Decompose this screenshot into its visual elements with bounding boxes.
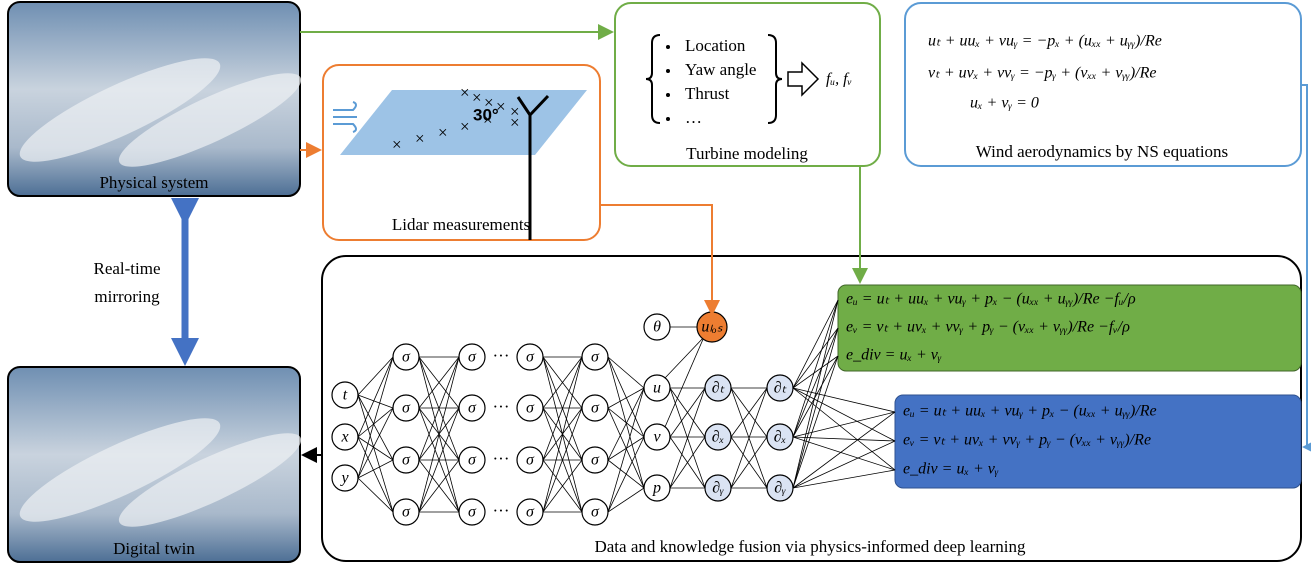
node-label: t (343, 387, 348, 404)
item: Thrust (685, 84, 730, 103)
bullet (666, 69, 670, 73)
connection (608, 357, 644, 437)
node-label: ∂ᵧ (774, 480, 786, 497)
node-label: σ (468, 400, 477, 417)
equation: eᵥ = vₜ + uvₓ + vvᵧ + pᵧ − (vₓₓ + vᵧᵧ)/R… (903, 432, 1151, 449)
connection (608, 408, 644, 437)
connection (358, 357, 393, 478)
item: Yaw angle (685, 60, 756, 79)
arrow (600, 205, 712, 314)
connection (793, 441, 895, 488)
label: mirroring (94, 287, 160, 306)
svg-text:×: × (392, 135, 402, 154)
item: … (685, 108, 702, 127)
label: Wind aerodynamics by NS equations (976, 142, 1228, 161)
label: Physical system (99, 173, 208, 192)
node-label: σ (468, 504, 477, 521)
connection (793, 470, 895, 488)
node-label: σ (591, 400, 600, 417)
physical-photo (8, 2, 310, 196)
node-label: ∂ᵧ (712, 480, 724, 497)
connection (608, 357, 644, 388)
label: Data and knowledge fusion via physics-in… (594, 537, 1026, 556)
equation: eᵤ = uₜ + uuₓ + vuᵧ + pₓ − (uₓₓ + uᵧᵧ)/R… (846, 291, 1136, 308)
node-label: σ (526, 349, 535, 366)
node-label: σ (591, 452, 600, 469)
equation: uₜ + uuₓ + vuᵧ = −pₓ + (uₓₓ + uᵧᵧ)/Re (928, 33, 1162, 50)
node-label: σ (402, 504, 411, 521)
ellipsis: ··· (493, 397, 510, 416)
node-label: ∂ₜ (712, 380, 725, 397)
connection (358, 395, 393, 460)
wind-icon (333, 102, 357, 132)
equation: e_div = uₓ + vᵧ (846, 347, 942, 364)
brace (646, 35, 660, 123)
connection (793, 328, 838, 388)
node-label: σ (402, 452, 411, 469)
twin-photo (8, 367, 310, 562)
ellipsis: ··· (493, 501, 510, 520)
node-label: σ (468, 452, 477, 469)
bullet (666, 45, 670, 49)
node-label: v (653, 429, 661, 446)
equation: uₓ + vᵧ = 0 (970, 95, 1039, 112)
node-label: σ (468, 349, 477, 366)
svg-text:×: × (460, 117, 470, 136)
node-label: y (339, 470, 349, 487)
node-label: ∂ₜ (774, 380, 787, 397)
label: Lidar measurements (392, 215, 530, 234)
equation: eᵥ = vₜ + uvₓ + vvᵧ + pᵧ − (vₓₓ + vᵧᵧ)/R… (846, 319, 1130, 336)
connection (665, 337, 704, 427)
implies-arrow (788, 63, 818, 95)
svg-text:×: × (460, 83, 470, 102)
node-label: x (340, 429, 348, 446)
angle: 30° (473, 105, 499, 124)
label: Digital twin (113, 539, 195, 558)
node-label: σ (526, 504, 535, 521)
label: Real-time (93, 259, 160, 278)
item: Location (685, 36, 746, 55)
node-label: ∂ₓ (712, 429, 724, 446)
node-label: ∂ₓ (774, 429, 786, 446)
forces: fᵤ, fᵥ (826, 71, 852, 88)
ellipsis: ··· (493, 449, 510, 468)
equation: eᵤ = uₜ + uuₓ + vuᵧ + pₓ − (uₓₓ + uᵧᵧ)/R… (903, 403, 1157, 420)
node-label: σ (591, 349, 600, 366)
node-label: σ (526, 452, 535, 469)
node-label: σ (591, 504, 600, 521)
equation: e_div = uₓ + vᵧ (903, 461, 999, 478)
node-label: θ (653, 319, 661, 336)
connection (793, 356, 838, 488)
svg-text:×: × (438, 123, 448, 142)
node-label: σ (402, 400, 411, 417)
node-label: σ (526, 400, 535, 417)
node-label: p (652, 480, 661, 497)
bullet (666, 93, 670, 97)
node-label: u (653, 380, 661, 397)
connection (665, 337, 704, 378)
connection (793, 437, 895, 441)
equation: vₜ + uvₓ + vvᵧ = −pᵧ + (vₓₓ + vᵧᵧ)/Re (928, 65, 1156, 82)
label: Turbine modeling (686, 144, 808, 163)
node-label: σ (402, 349, 411, 366)
brace (768, 35, 782, 123)
ellipsis: ··· (493, 346, 510, 365)
svg-text:×: × (415, 129, 425, 148)
node-label: uₗₒₛ (701, 319, 723, 336)
bullet (666, 117, 670, 121)
svg-text:×: × (510, 102, 520, 121)
diagram: Physical system Digital twin Real-time m… (0, 0, 1311, 566)
svg-text:×: × (472, 88, 482, 107)
